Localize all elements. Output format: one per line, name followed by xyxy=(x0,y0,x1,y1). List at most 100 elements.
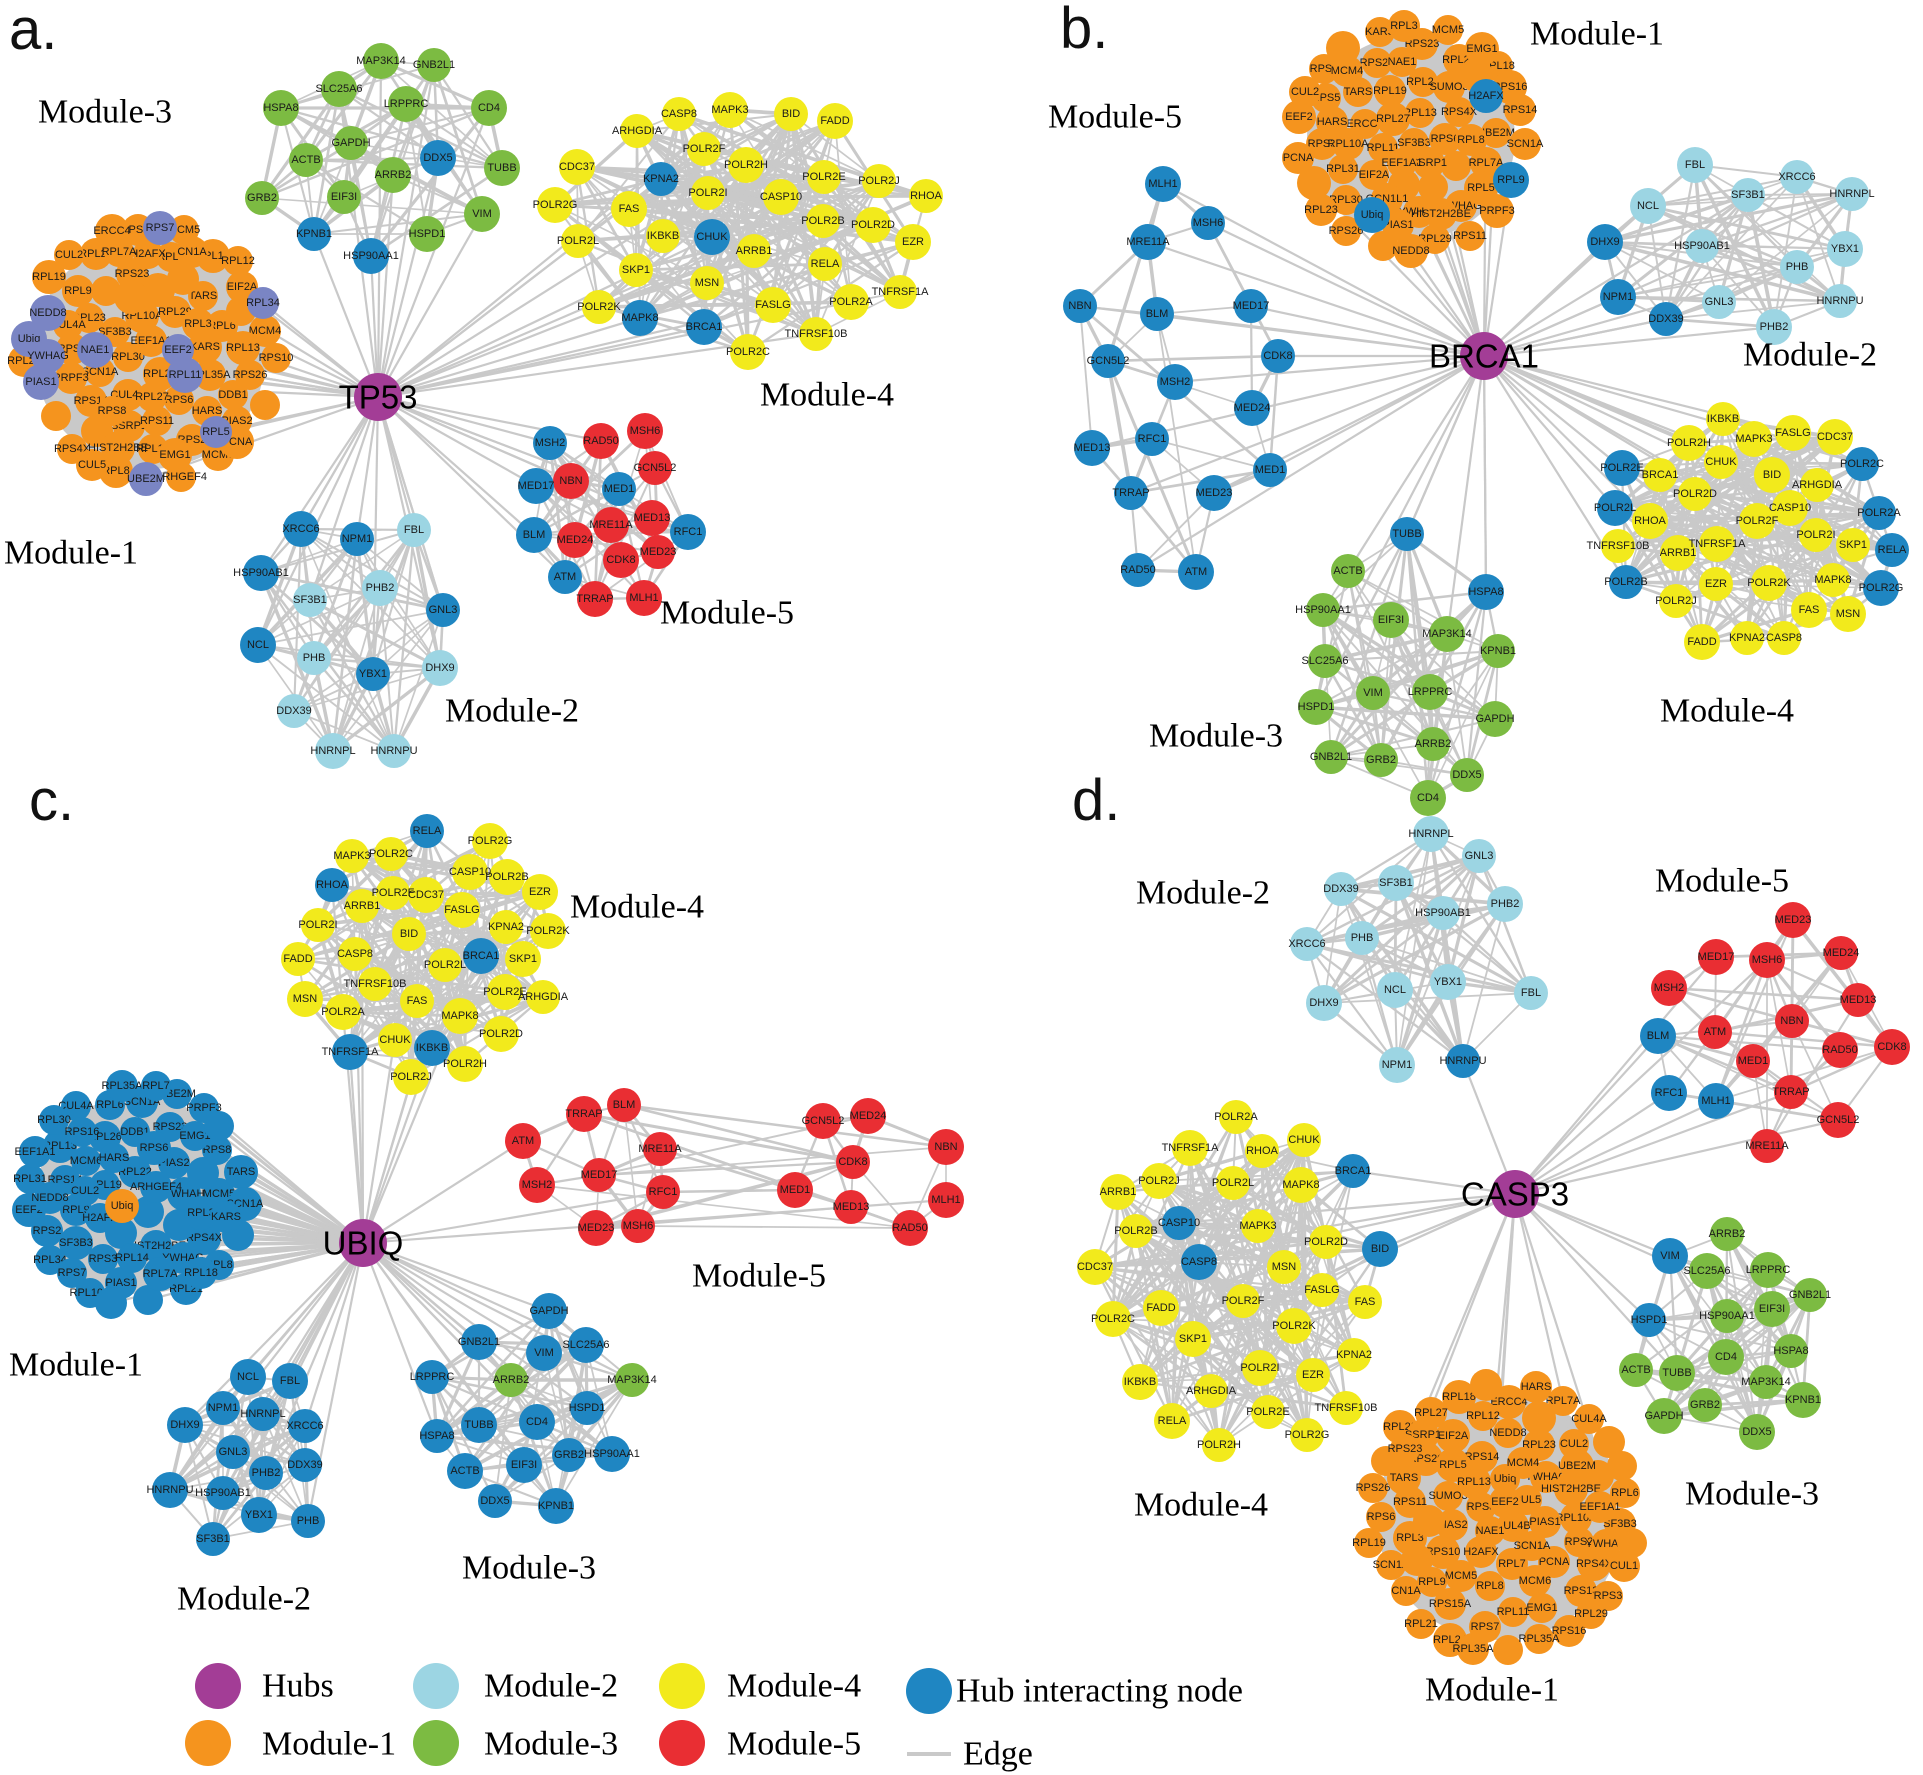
svg-text:NPM1: NPM1 xyxy=(1603,291,1634,303)
svg-text:RPL6: RPL6 xyxy=(208,320,236,332)
svg-text:PHB: PHB xyxy=(1351,932,1374,944)
svg-text:MED1: MED1 xyxy=(1738,1055,1769,1067)
svg-text:VIM: VIM xyxy=(534,1347,554,1359)
svg-text:RPS6: RPS6 xyxy=(165,394,194,406)
svg-text:TNFRSF1A: TNFRSF1A xyxy=(872,286,930,298)
svg-text:RPL13: RPL13 xyxy=(1457,1476,1491,1488)
svg-text:POLR2E: POLR2E xyxy=(1600,462,1643,474)
svg-text:Module-4: Module-4 xyxy=(1660,693,1794,730)
svg-text:CDC37: CDC37 xyxy=(1077,1261,1113,1273)
svg-text:BLM: BLM xyxy=(613,1099,636,1111)
svg-text:BLM: BLM xyxy=(1146,308,1169,320)
svg-text:Hub interacting node: Hub interacting node xyxy=(956,1673,1243,1710)
svg-text:TUBB: TUBB xyxy=(1392,528,1421,540)
svg-text:EZR: EZR xyxy=(1302,1369,1324,1381)
svg-text:CD4: CD4 xyxy=(526,1416,548,1428)
svg-text:MAPK8: MAPK8 xyxy=(1282,1179,1319,1191)
svg-text:TNFRSF10B: TNFRSF10B xyxy=(1315,1402,1378,1414)
svg-text:POLR2L: POLR2L xyxy=(557,235,599,247)
svg-text:Module-1: Module-1 xyxy=(1425,1672,1559,1709)
svg-text:MED24: MED24 xyxy=(1234,402,1271,414)
svg-text:UBE2M: UBE2M xyxy=(1477,127,1515,139)
svg-text:Module-4: Module-4 xyxy=(570,889,704,926)
svg-text:ERCC4: ERCC4 xyxy=(1490,1396,1527,1408)
svg-text:RAD50: RAD50 xyxy=(1120,564,1155,576)
svg-text:Module-5: Module-5 xyxy=(692,1258,826,1295)
svg-text:MED24: MED24 xyxy=(557,534,594,546)
svg-text:H2AFX: H2AFX xyxy=(1463,1546,1499,1558)
svg-text:POLR2E: POLR2E xyxy=(483,986,526,998)
svg-text:CUL2: CUL2 xyxy=(71,1185,99,1197)
svg-text:CUL2: CUL2 xyxy=(55,249,83,261)
svg-text:FAS: FAS xyxy=(407,995,428,1007)
svg-text:LRPPRC: LRPPRC xyxy=(410,1371,455,1383)
svg-text:SLC25A6: SLC25A6 xyxy=(1301,655,1348,667)
svg-text:RPS3: RPS3 xyxy=(1308,138,1337,150)
svg-text:GAPDH: GAPDH xyxy=(529,1305,568,1317)
svg-text:Hubs: Hubs xyxy=(262,1668,334,1705)
svg-text:IKBKB: IKBKB xyxy=(416,1042,448,1054)
svg-text:BLM: BLM xyxy=(1647,1030,1670,1042)
svg-text:RPL35A: RPL35A xyxy=(102,1080,144,1092)
svg-text:CDC37: CDC37 xyxy=(559,161,595,173)
svg-text:MLH1: MLH1 xyxy=(629,592,658,604)
svg-text:POLR2B: POLR2B xyxy=(485,871,528,883)
svg-text:RPL3: RPL3 xyxy=(187,1207,215,1219)
svg-text:SF3B3: SF3B3 xyxy=(98,326,132,338)
svg-text:KARS: KARS xyxy=(190,341,220,353)
svg-text:TRRAP: TRRAP xyxy=(576,593,613,605)
svg-text:NCL: NCL xyxy=(237,1371,259,1383)
svg-text:NCL: NCL xyxy=(1384,984,1406,996)
svg-text:SSRP1: SSRP1 xyxy=(1411,157,1447,169)
svg-text:KPNA2: KPNA2 xyxy=(1336,1349,1372,1361)
svg-text:TUBB: TUBB xyxy=(487,162,516,174)
svg-text:XRCC6: XRCC6 xyxy=(1288,938,1325,950)
svg-text:Module-2: Module-2 xyxy=(177,1581,311,1618)
svg-text:a.: a. xyxy=(9,0,57,62)
svg-text:HNRNPL: HNRNPL xyxy=(1829,188,1874,200)
svg-text:RPL9: RPL9 xyxy=(1418,1576,1446,1588)
svg-text:TRRAP: TRRAP xyxy=(565,1108,602,1120)
svg-text:MCM4: MCM4 xyxy=(1331,65,1363,77)
svg-text:PIAS1: PIAS1 xyxy=(105,1277,136,1289)
svg-text:CASP8: CASP8 xyxy=(1766,632,1802,644)
svg-text:HARS: HARS xyxy=(1317,116,1348,128)
svg-text:DDX39: DDX39 xyxy=(1648,313,1683,325)
svg-text:GNL3: GNL3 xyxy=(1465,850,1494,862)
svg-text:Module-3: Module-3 xyxy=(38,94,172,131)
svg-text:TRRAP: TRRAP xyxy=(1112,487,1149,499)
svg-text:MSH6: MSH6 xyxy=(1752,954,1783,966)
svg-text:CUL5: CUL5 xyxy=(78,459,106,471)
svg-text:HSPD1: HSPD1 xyxy=(1298,701,1335,713)
svg-text:RPS16: RPS16 xyxy=(1552,1625,1587,1637)
svg-text:MED17: MED17 xyxy=(1698,951,1735,963)
svg-text:ARRB2: ARRB2 xyxy=(493,1374,530,1386)
svg-text:PRPF3: PRPF3 xyxy=(186,1102,221,1114)
svg-text:MSH2: MSH2 xyxy=(535,437,566,449)
svg-text:PIAS1: PIAS1 xyxy=(1529,1516,1560,1528)
svg-text:CD4: CD4 xyxy=(1715,1351,1737,1363)
svg-text:GCN5L2: GCN5L2 xyxy=(1087,355,1130,367)
svg-text:MRE11A: MRE11A xyxy=(638,1143,682,1155)
svg-text:Module-1: Module-1 xyxy=(262,1726,396,1763)
svg-text:POLR2H: POLR2H xyxy=(724,159,768,171)
svg-text:SKP1: SKP1 xyxy=(1179,1333,1207,1345)
svg-text:RPS6: RPS6 xyxy=(1431,133,1460,145)
svg-text:Module-1: Module-1 xyxy=(9,1347,143,1384)
svg-text:HSP90AB1: HSP90AB1 xyxy=(1415,907,1471,919)
svg-text:PIAS2: PIAS2 xyxy=(158,1157,189,1169)
svg-text:SF3B1: SF3B1 xyxy=(1731,189,1765,201)
svg-text:HSP90AA1: HSP90AA1 xyxy=(1295,604,1351,616)
svg-text:SUMO3: SUMO3 xyxy=(1429,81,1468,93)
svg-text:RPS10: RPS10 xyxy=(259,352,294,364)
svg-text:RPS14: RPS14 xyxy=(1465,1451,1500,1463)
svg-text:UBIQ: UBIQ xyxy=(323,1225,404,1262)
svg-text:HSP90AB1: HSP90AB1 xyxy=(233,567,289,579)
svg-text:BRCA1: BRCA1 xyxy=(463,950,500,962)
svg-text:SKP1: SKP1 xyxy=(1839,539,1867,551)
svg-text:MSN: MSN xyxy=(293,993,318,1005)
svg-text:GCN5L2: GCN5L2 xyxy=(802,1115,845,1127)
svg-text:RPL23: RPL23 xyxy=(1522,1439,1556,1451)
svg-text:CUL4A: CUL4A xyxy=(58,1100,94,1112)
svg-text:Module-2: Module-2 xyxy=(1136,875,1270,912)
